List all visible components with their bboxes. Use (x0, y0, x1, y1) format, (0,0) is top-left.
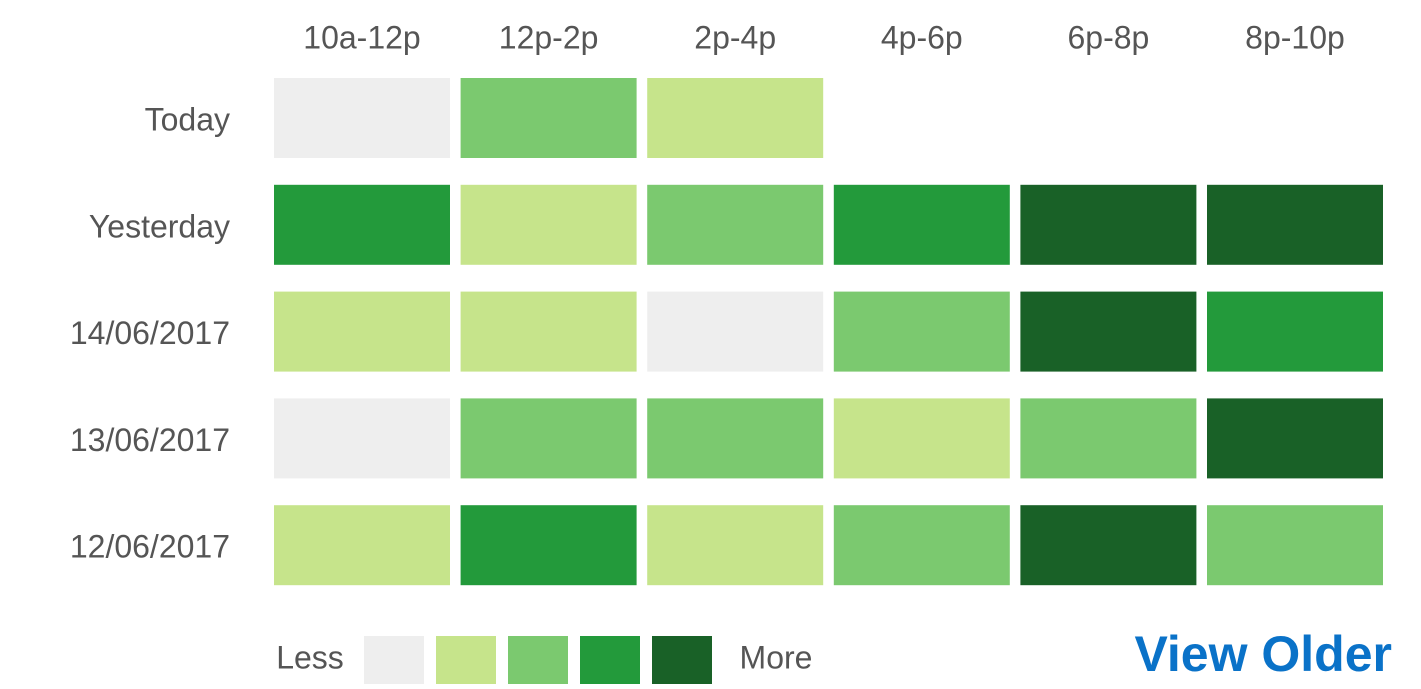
legend-swatch (508, 636, 568, 684)
row-label: 12/06/2017 (70, 529, 230, 565)
heat-cell (647, 505, 824, 586)
heat-cell (647, 398, 824, 479)
legend-swatch (364, 636, 424, 684)
heat-cell (274, 78, 450, 158)
heat-cell (833, 291, 1010, 372)
heat-cell (1207, 505, 1383, 586)
heat-cell (460, 291, 637, 372)
heat-cell (274, 184, 450, 265)
view-older-link[interactable]: View Older (1134, 626, 1392, 682)
legend-swatch (580, 636, 640, 684)
heat-cell (1207, 184, 1383, 265)
heat-cell (274, 505, 450, 586)
row-label: Yesterday (89, 208, 230, 244)
legend-high: More (740, 639, 813, 675)
row-label: 14/06/2017 (70, 315, 230, 351)
heat-cell (460, 78, 637, 158)
column-label: 2p-4p (694, 19, 776, 55)
column-label: 6p-8p (1067, 19, 1149, 55)
heat-cell (833, 184, 1010, 265)
heat-cell (833, 505, 1010, 586)
row-label: 13/06/2017 (70, 422, 230, 458)
heat-cell (1020, 184, 1197, 265)
legend-low: Less (276, 639, 344, 675)
heat-cell (1020, 505, 1197, 586)
column-label: 8p-10p (1245, 19, 1345, 55)
column-label: 4p-6p (881, 19, 963, 55)
heat-cell (647, 184, 824, 265)
column-label: 10a-12p (303, 19, 420, 55)
column-label: 12p-2p (499, 19, 599, 55)
heat-cell (460, 505, 637, 586)
row-label: Today (145, 101, 230, 137)
heat-cell (1207, 398, 1383, 479)
heat-cell (274, 398, 450, 479)
heat-cell (647, 291, 824, 372)
legend-swatch (652, 636, 712, 684)
heat-cell (1020, 291, 1197, 372)
heat-cell (833, 398, 1010, 479)
legend-swatch (436, 636, 496, 684)
heat-cell (1020, 398, 1197, 479)
heat-cell (647, 78, 824, 158)
heat-cell (460, 184, 637, 265)
heat-cell (1207, 291, 1383, 372)
heat-cell (274, 291, 450, 372)
heat-cell (460, 398, 637, 479)
